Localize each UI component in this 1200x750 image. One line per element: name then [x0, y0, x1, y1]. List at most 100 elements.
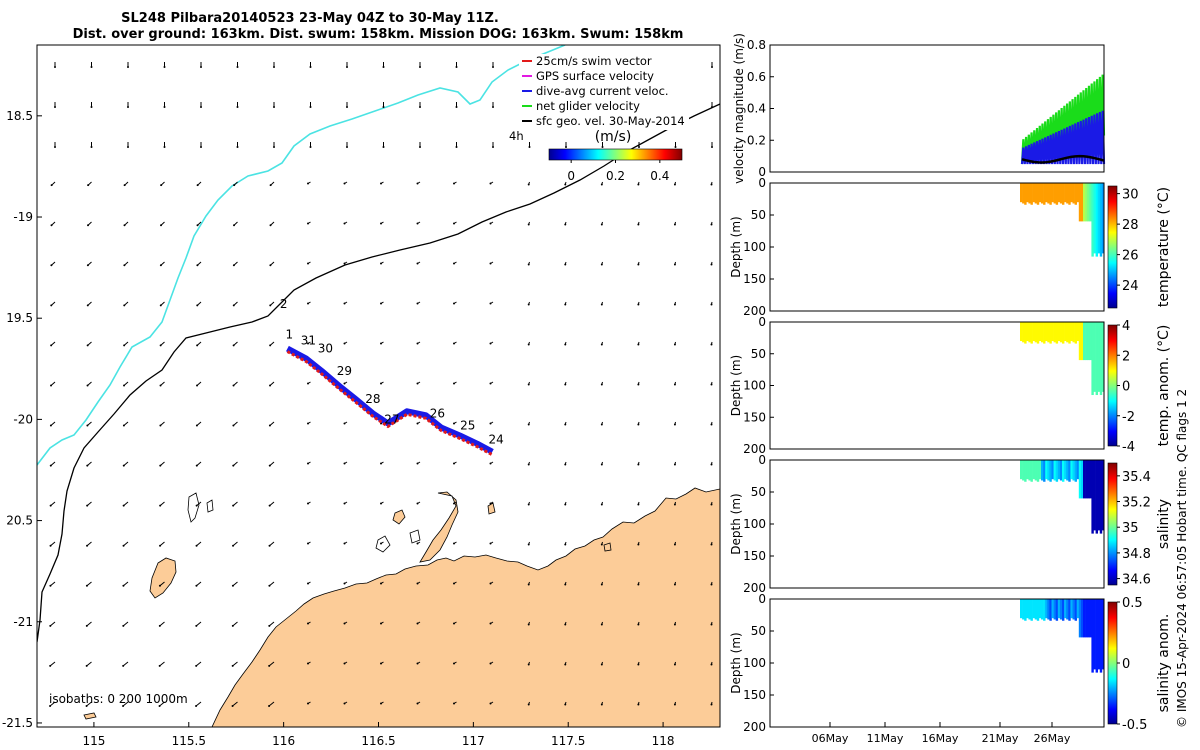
map-x-tick-label: 116.5 — [361, 734, 395, 748]
velocity-arrow-head — [307, 702, 309, 705]
y-tick-label: 200 — [743, 304, 766, 318]
section-cell — [1032, 599, 1035, 619]
island-peninsula — [419, 491, 459, 563]
velocity-arrow-head — [195, 544, 198, 547]
sfc-velocity-series — [1021, 154, 1105, 164]
velocity-arrow-head — [343, 662, 346, 665]
section-cell — [1059, 599, 1063, 620]
velocity-arrow-head — [273, 106, 275, 108]
velocity-arrow-head — [489, 342, 492, 345]
section-cell — [1041, 599, 1044, 620]
velocity-arrow-head — [564, 543, 567, 546]
section-cell — [1089, 460, 1092, 499]
velocity-arrow-head — [195, 624, 198, 627]
section-cell — [1095, 322, 1098, 396]
velocity-arrow-head — [453, 262, 455, 265]
map-y-tick-label: 19.5 — [6, 311, 33, 325]
section-cell — [1036, 460, 1040, 482]
colorbar-label: temperature (°C) — [1156, 187, 1172, 307]
velocity-arrow-head — [346, 146, 348, 148]
velocity-arrow-head — [232, 544, 235, 547]
section-cell — [1068, 599, 1071, 621]
section-cell — [1030, 460, 1033, 482]
section-cell — [1095, 599, 1098, 673]
section-cell — [1095, 183, 1098, 257]
velocity-arrow-head — [637, 383, 640, 386]
velocity-arrow-head — [49, 584, 52, 587]
velocity-arrow-head — [600, 463, 603, 466]
velocity-arrow-head — [600, 423, 603, 426]
velocity-arrow-head — [492, 106, 494, 108]
section-cell — [1093, 322, 1096, 392]
section-cell — [1093, 183, 1096, 254]
velocity-arrow-head — [600, 703, 603, 706]
section-cell — [1041, 183, 1044, 204]
velocity-arrow-head — [50, 264, 53, 267]
section-cell — [1068, 183, 1071, 205]
velocity-arrow-head — [343, 462, 346, 465]
velocity-arrow-head — [309, 66, 312, 68]
legend-box — [519, 54, 689, 130]
velocity-arrow-head — [489, 302, 492, 305]
velocity-arrow-head — [159, 344, 162, 347]
velocity-arrow-head — [127, 146, 129, 148]
black-isobath — [37, 103, 720, 643]
velocity-arrow-head — [307, 382, 309, 385]
section-cell — [1097, 599, 1101, 670]
velocity-arrow-head — [527, 303, 530, 306]
velocity-arrow-head — [343, 382, 346, 385]
colorbar-tick-label: 0 — [1122, 657, 1130, 672]
velocity-arrow-head — [236, 146, 239, 148]
velocity-arrow-head — [637, 303, 640, 306]
section-cell — [1099, 322, 1103, 396]
section-cell — [1038, 183, 1042, 203]
velocity-arrow-head — [564, 343, 567, 346]
y-tick-label: 50 — [751, 485, 766, 499]
section-cell — [1087, 183, 1090, 222]
velocity-arrow-head — [527, 463, 530, 466]
velocity-arrow-head — [307, 222, 309, 225]
velocity-arrow-head — [673, 583, 676, 586]
velocity-arrow-head — [527, 183, 530, 186]
section-cell — [1038, 322, 1042, 342]
y-tick-label: 200 — [743, 581, 766, 595]
velocity-arrow-head — [49, 464, 52, 467]
velocity-arrow-head — [453, 622, 455, 625]
velocity-arrow-head — [307, 422, 309, 425]
velocity-arrow-head — [233, 184, 236, 187]
section-cell — [1045, 322, 1048, 342]
land-mass — [211, 487, 720, 727]
section-cell — [1085, 183, 1088, 222]
velocity-arrow-head — [85, 584, 88, 587]
velocity-arrow-head — [637, 183, 640, 186]
colorbar-tick-label: 2 — [1122, 349, 1130, 364]
map-subtitle: Dist. over ground: 163km. Dist. swum: 15… — [73, 27, 684, 42]
velocity-arrow-head — [564, 623, 567, 626]
velocity-arrow-head — [159, 304, 162, 307]
velocity-arrow-head — [455, 146, 458, 148]
velocity-arrow-head — [489, 262, 492, 265]
section-cell — [1038, 460, 1042, 480]
day-label: 25 — [460, 419, 475, 433]
section-cell — [1032, 322, 1035, 342]
velocity-arrow-head — [268, 584, 271, 587]
velocity-arrow — [268, 701, 275, 707]
velocity-arrow-head — [380, 662, 382, 665]
velocity-arrow-head — [86, 464, 89, 467]
map-y-tick-label: -20 — [13, 412, 33, 426]
velocity-arrow-head — [86, 304, 89, 307]
section-cell — [1064, 322, 1067, 342]
velocity-arrow-head — [416, 302, 419, 305]
velocity-arrow-head — [268, 624, 271, 627]
velocity-arrow-head — [600, 503, 603, 506]
velocity-arrow-head — [527, 503, 530, 506]
velocity-arrow-head — [86, 264, 89, 267]
panel-colorbar — [1107, 185, 1118, 309]
velocity-arrow-head — [564, 263, 567, 266]
x-tick-label: 26May — [1034, 732, 1071, 745]
velocity-arrow-head — [710, 183, 713, 186]
velocity-arrow-head — [492, 66, 494, 68]
